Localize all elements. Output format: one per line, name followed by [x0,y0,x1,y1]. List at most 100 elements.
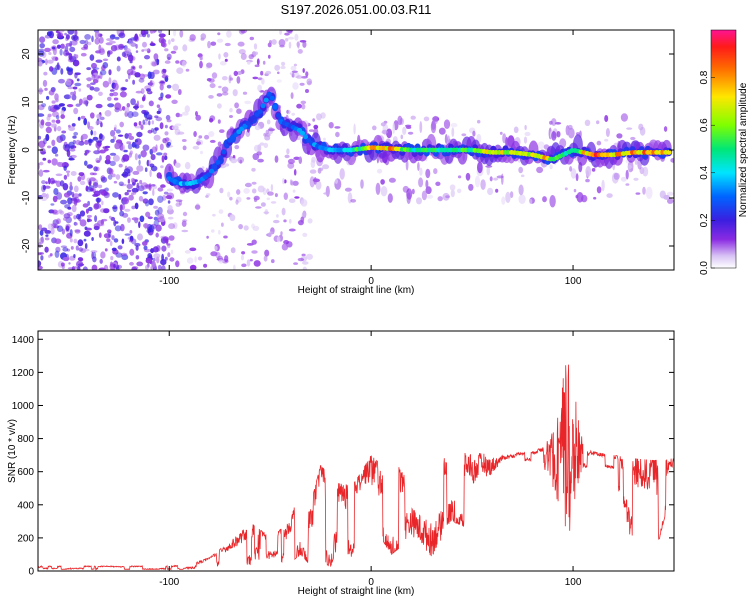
spectrogram-noise-cell [46,115,51,121]
spectrogram-noise-cell [84,149,90,155]
spectrogram-noise-cell [386,128,393,139]
spectrogram-noise-cell [116,65,121,72]
colorbar-gradient [710,29,737,269]
spectrogram-noise-cell [305,71,309,77]
spectrogram-noise-cell [241,251,246,255]
spectrogram-noise-cell [291,70,298,74]
spectrogram-noise-cell [268,128,275,132]
spectrogram-noise-cell [556,131,561,138]
spectrogram-noise-cell [113,97,119,101]
spectrogram-ridge-core [221,149,227,155]
spectrogram-noise-cell [42,169,50,173]
spectrogram-noise-cell [168,223,176,230]
snr-ytick-label: 0 [28,567,34,578]
spectrogram-noise-cell [122,212,129,218]
spectrogram-noise-cell [48,89,55,96]
spectrogram-noise-cell [41,192,47,198]
spectrogram-noise-cell [98,36,104,44]
spectrogram-noise-cell [645,186,653,199]
spectrogram-noise-cell [154,209,160,216]
spectrogram-noise-cell [501,173,504,185]
spectrogram-noise-cell [125,79,129,82]
spectrogram-noise-cell [112,206,118,210]
figure-title: S197.2026.051.00.03.R11 [281,2,432,17]
spectrogram-noise-cell [126,183,133,189]
spectrogram-noise-cell [118,32,126,39]
spectrogram-noise-cell [226,30,232,38]
spectrogram-noise-cell [502,133,507,144]
spectrogram-noise-cell [63,94,71,100]
spectrogram-noise-cell [208,78,215,83]
spectrogram-noise-cell [77,266,81,270]
spectrogram-noise-cell [85,100,89,107]
spectrogram-noise-cell [109,160,116,167]
spectrogram-noise-cell [41,180,46,185]
spectrogram-noise-cell [411,188,415,195]
spectrogram-noise-cell [42,157,47,161]
spectrogram-noise-cell [165,195,173,200]
spectrogram-noise-cell [75,103,81,107]
spectrogram-noise-cell [281,61,286,66]
spectrogram-noise-cell [76,78,80,82]
snr-ytick-label: 1400 [12,335,35,346]
spectrogram-noise-cell [94,215,98,223]
spectrogram-noise-cell [387,193,393,203]
spectrogram-noise-cell [127,72,131,80]
spectrogram-noise-cell [45,234,49,237]
spectrogram-noise-cell [130,98,136,106]
spectrogram-noise-cell [642,166,649,177]
spectrogram-noise-cell [102,61,109,69]
spectrogram-noise-cell [38,119,41,123]
spectrogram-noise-cell [241,263,247,268]
spectrogram-noise-cell [400,134,404,140]
spectrogram-noise-cell [435,181,441,186]
spectrogram-noise-cell [175,260,180,268]
spectrogram-noise-cell [194,256,197,263]
spectrogram-noise-cell [132,182,136,186]
spectrogram-noise-cell [307,80,312,85]
spectrogram-noise-cell [256,151,263,156]
spectrogram-noise-cell [166,188,174,192]
spectrogram-noise-cell [87,139,94,143]
spectrogram-noise-cell [307,218,313,224]
spectrogram-noise-cell [518,166,524,174]
spectrogram-noise-cell [49,66,54,72]
spectrogram-noise-cell [485,165,493,168]
spectrogram-noise-cell [360,179,364,189]
spectrogram-noise-cell [100,69,107,76]
colorbar-ticks: 0.0 0.2 0.4 0.6 0.8 [699,70,715,275]
spectrogram-noise-cell [135,50,139,53]
spectrogram-noise-cell [95,103,103,109]
spectrogram-noise-cell [48,52,52,55]
spectrogram-noise-cell [44,185,51,189]
spectrogram-noise-cell [123,168,131,174]
spectrogram-noise-cell [161,245,167,252]
spectrogram-noise-cell [264,135,271,141]
spectrogram-noise-cell [128,194,134,201]
spectrogram-noise-cell [585,178,590,183]
spectrogram-noise-cell [311,156,316,163]
colorbar-tick-label: 0.8 [699,70,710,84]
spectrogram-noise-cell [148,198,154,206]
spectrogram-noise-cell [642,186,646,195]
spectrogram-noise-cell [217,38,224,43]
spectrogram-noise-cell [38,265,43,270]
spectrogram-noise-cell [129,150,133,155]
spectrogram-noise-cell [276,214,279,218]
spectrogram-noise-cell [222,91,229,96]
spectrogram-noise-cell [405,126,412,129]
spectrogram-noise-cell [449,184,456,191]
spectrogram-noise-cell [164,131,169,136]
spectrogram-noise-cell [181,139,187,142]
spectrogram-noise-cell [218,209,224,215]
spectrogram-noise-cell [100,251,106,259]
spectrogram-noise-cell [60,199,68,205]
spectrogram-noise-cell [153,134,161,141]
spectrogram-noise-cell [95,197,102,203]
spectrogram-noise-cell [203,263,208,268]
spectrogram-noise-cell [73,90,77,96]
spectrogram-noise-cell [218,85,222,89]
spectrogram-noise-cell [78,172,85,177]
spectrogram-noise-cell [292,82,299,90]
spectrogram-noise-cell [293,63,297,67]
